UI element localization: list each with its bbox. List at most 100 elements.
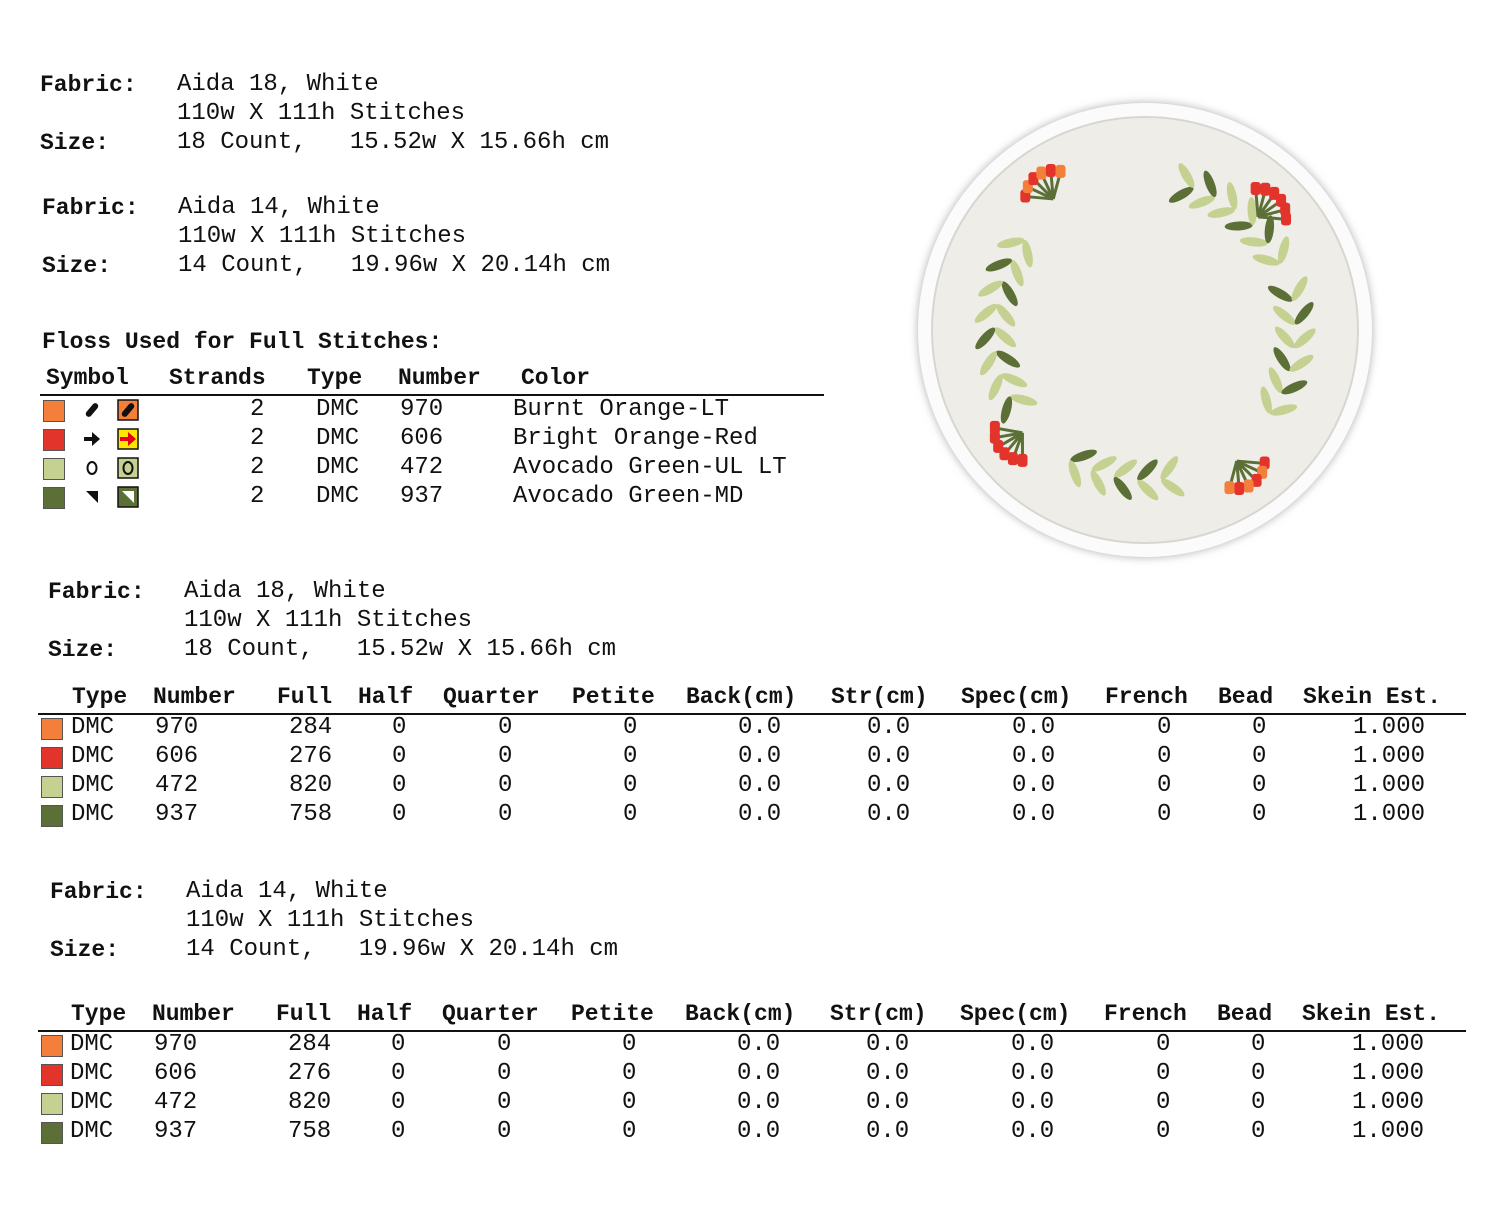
table-cell: 606 xyxy=(155,743,199,770)
motif-stitch xyxy=(979,351,998,376)
motif-stitch xyxy=(1055,164,1066,178)
floss-number: 937 xyxy=(400,483,444,510)
motif-stitch xyxy=(1247,197,1257,226)
fabric-label: Fabric: xyxy=(48,579,145,605)
table-cell: 1.000 xyxy=(1353,714,1426,741)
motif-stitch xyxy=(1272,305,1296,325)
table-cell: DMC xyxy=(70,1031,114,1058)
table-cell: 0 xyxy=(392,801,407,828)
stitches-value: 110w X 111h Stitches xyxy=(178,223,467,250)
fabric-label: Fabric: xyxy=(42,195,139,221)
wreath-preview xyxy=(917,102,1373,558)
table-cell: 276 xyxy=(288,1060,332,1087)
floss-symbol xyxy=(85,399,139,421)
table-swatch xyxy=(41,805,63,827)
table-cell: 0.0 xyxy=(738,743,782,770)
table-cell: 970 xyxy=(154,1031,198,1058)
floss-number: 970 xyxy=(400,396,444,423)
motif-stitch xyxy=(1260,182,1271,196)
table-header: Full xyxy=(277,684,333,710)
table-rule xyxy=(38,713,1466,715)
table-header: Spec(cm) xyxy=(961,684,1072,710)
table-cell: 0.0 xyxy=(867,772,911,799)
table-header: Bead xyxy=(1217,1001,1273,1027)
motif-stitch xyxy=(1239,237,1268,247)
table-cell: 1.000 xyxy=(1353,772,1426,799)
size-label: Size: xyxy=(40,130,110,156)
table-header: Type xyxy=(71,1001,127,1027)
table-cell: 0.0 xyxy=(1011,1060,1055,1087)
fabric-value: Aida 18, White xyxy=(177,71,379,98)
table-header: Half xyxy=(357,1001,413,1027)
table-cell: 0 xyxy=(623,772,638,799)
size-label: Size: xyxy=(48,637,118,663)
table-cell: 606 xyxy=(154,1060,198,1087)
table-cell: 0 xyxy=(497,1118,512,1145)
table-cell: 0 xyxy=(1252,801,1267,828)
table-cell: 0.0 xyxy=(738,801,782,828)
motif-stitch xyxy=(1137,459,1158,481)
floss-color: Avocado Green-MD xyxy=(513,483,744,510)
motif-stitch xyxy=(989,430,1000,444)
floss-strands: 2 xyxy=(250,425,265,452)
table-header: Spec(cm) xyxy=(960,1001,1071,1027)
table-cell: 0.0 xyxy=(1012,743,1056,770)
table-cell: 0 xyxy=(622,1060,637,1087)
table-cell: 1.000 xyxy=(1353,801,1426,828)
table-cell: 472 xyxy=(155,772,199,799)
table-cell: 0 xyxy=(498,801,513,828)
table-cell: 0 xyxy=(498,743,513,770)
floss-color: Burnt Orange-LT xyxy=(513,396,730,423)
table-cell: 0.0 xyxy=(867,714,911,741)
motif-stitch xyxy=(1137,479,1159,501)
motif-stitch xyxy=(1251,473,1262,487)
floss-number: 606 xyxy=(400,425,444,452)
table-cell: 1.000 xyxy=(1352,1031,1425,1058)
motif-stitch xyxy=(1273,347,1291,372)
table-cell: 472 xyxy=(154,1089,198,1116)
table-cell: 0 xyxy=(1251,1031,1266,1058)
table-cell: 0 xyxy=(391,1060,406,1087)
motif xyxy=(974,163,1316,501)
motif-stitch xyxy=(1224,481,1235,495)
table-cell: 0 xyxy=(1252,743,1267,770)
table-cell: 0 xyxy=(391,1118,406,1145)
motif-stitch xyxy=(974,303,998,323)
floss-color: Avocado Green-UL LT xyxy=(513,454,787,481)
floss-strands: 2 xyxy=(250,396,265,423)
floss-header: Type xyxy=(307,365,363,391)
floss-swatch xyxy=(43,429,65,451)
table-cell: 0.0 xyxy=(866,1060,910,1087)
floss-symbol xyxy=(86,457,139,479)
motif-stitch xyxy=(996,350,1021,368)
fabric-label: Fabric: xyxy=(50,879,147,905)
table-cell: 0 xyxy=(623,801,638,828)
table-cell: DMC xyxy=(71,772,115,799)
motif-stitch xyxy=(1281,212,1292,226)
motif-stitch xyxy=(1267,285,1293,302)
floss-symbol xyxy=(84,428,139,450)
motif-stitch xyxy=(989,420,1000,434)
motif-stitch xyxy=(1269,404,1298,416)
table-swatch xyxy=(41,747,63,769)
size-value: 18 Count, 15.52w X 15.66h cm xyxy=(184,636,617,663)
table-swatch xyxy=(41,1035,63,1057)
table-swatch xyxy=(41,1093,63,1115)
table-cell: 0 xyxy=(622,1118,637,1145)
table-cell: DMC xyxy=(71,743,115,770)
fabric-label: Fabric: xyxy=(40,72,137,98)
table-cell: 0.0 xyxy=(866,1118,910,1145)
motif-stitch xyxy=(1289,354,1314,372)
motif-stitch xyxy=(985,258,1013,272)
motif-stitch xyxy=(978,280,1003,297)
table-cell: 0.0 xyxy=(1012,801,1056,828)
motif-stitch xyxy=(1001,281,1018,307)
table-cell: 0 xyxy=(1251,1060,1266,1087)
motif-stitch xyxy=(1294,302,1314,325)
table-cell: 937 xyxy=(155,801,199,828)
table-cell: 0 xyxy=(497,1031,512,1058)
table-cell: 0 xyxy=(498,772,513,799)
size-label: Size: xyxy=(50,937,120,963)
table-cell: 284 xyxy=(289,714,333,741)
table-cell: 0.0 xyxy=(737,1060,781,1087)
